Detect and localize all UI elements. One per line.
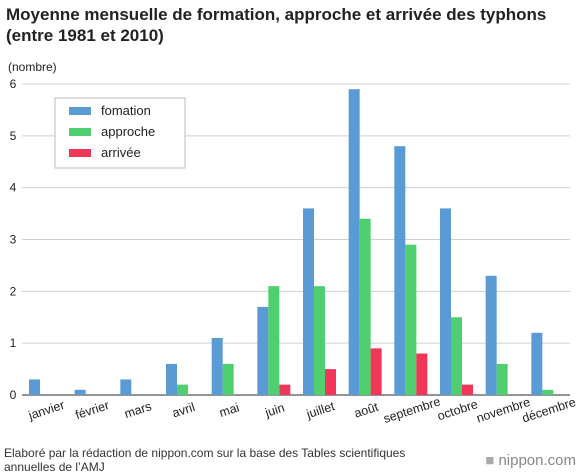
chart-title: Moyenne mensuelle de formation, approche… [6, 4, 578, 46]
bar-chart: 0 1 2 3 4 5 6 janvier février mars avril mai juin ju… [10, 77, 578, 426]
bar-1-4 [166, 363, 177, 395]
source-note-line1: Elaboré par la rédaction de nippon.com s… [4, 446, 406, 460]
source-note: Elaboré par la rédaction de nippon.com s… [4, 446, 424, 474]
bar-1-12 [531, 332, 543, 395]
legend-swatch [69, 107, 91, 115]
bar-1-2 [74, 389, 86, 395]
brand-dot-icon: ■ [485, 452, 495, 469]
bar-3-10 [462, 384, 473, 395]
bar-3-6 [279, 384, 291, 395]
bar-2-6 [268, 286, 280, 395]
brand-name: nippon.com [498, 452, 576, 469]
y-axis-unit-label: (nombre) [8, 60, 57, 74]
bar-1-7 [303, 208, 314, 395]
legend: fomation approche arrivée [54, 97, 186, 169]
bar-3-9 [416, 353, 428, 395]
legend-swatch [69, 149, 91, 157]
bar-1-3 [120, 379, 132, 395]
x-tick-label: février [74, 398, 111, 422]
x-tick-label: septembre [382, 394, 443, 426]
x-tick-label: octobre [436, 397, 480, 423]
brand-logo: ■ nippon.com [485, 452, 576, 469]
bar-2-9 [405, 244, 417, 395]
bar-1-11 [485, 275, 497, 395]
legend-label: approche [101, 124, 155, 139]
x-tick-label: janvier [26, 398, 66, 423]
x-tick-label: mai [218, 400, 241, 420]
y-tick-label: 5 [10, 129, 17, 143]
bar-1-5 [211, 337, 223, 395]
chart-title-line2: (entre 1981 et 2010) [6, 26, 164, 45]
bar-3-7 [325, 369, 336, 395]
x-tick-label: août [353, 400, 381, 421]
x-tick-label: juillet [304, 399, 337, 422]
x-tick-label: avril [171, 400, 197, 420]
bar-3-8 [370, 348, 382, 395]
x-tick-labels: janvier février mars avril mai juin juillet aoû… [26, 394, 578, 426]
bar-1-8 [348, 89, 360, 395]
y-tick-label: 0 [10, 388, 17, 402]
y-tick-label: 2 [10, 284, 17, 298]
chart-title-line1: Moyenne mensuelle de formation, approche… [6, 5, 547, 24]
x-tick-label: juin [263, 401, 287, 421]
y-tick-labels: 0 1 2 3 4 5 6 [10, 77, 17, 402]
y-tick-label: 3 [10, 233, 17, 247]
legend-label: arrivée [101, 145, 141, 160]
y-tick-label: 6 [10, 77, 17, 91]
bar-2-5 [222, 363, 234, 395]
bar-2-4 [177, 384, 188, 395]
y-tick-label: 1 [10, 336, 17, 350]
bar-2-11 [496, 363, 508, 395]
bar-1-9 [394, 146, 406, 395]
legend-swatch [69, 128, 91, 136]
bar-1-6 [257, 306, 269, 395]
bars [29, 89, 554, 395]
y-tick-label: 4 [10, 181, 17, 195]
bar-1-10 [440, 208, 451, 395]
source-note-line2: annuelles de l’AMJ [4, 460, 105, 474]
bar-2-7 [314, 286, 325, 395]
bar-2-12 [542, 389, 554, 395]
bar-2-8 [359, 218, 371, 395]
bar-1-1 [29, 379, 40, 395]
x-tick-label: mars [123, 399, 154, 421]
bar-2-10 [451, 317, 462, 395]
legend-label: fomation [101, 103, 151, 118]
